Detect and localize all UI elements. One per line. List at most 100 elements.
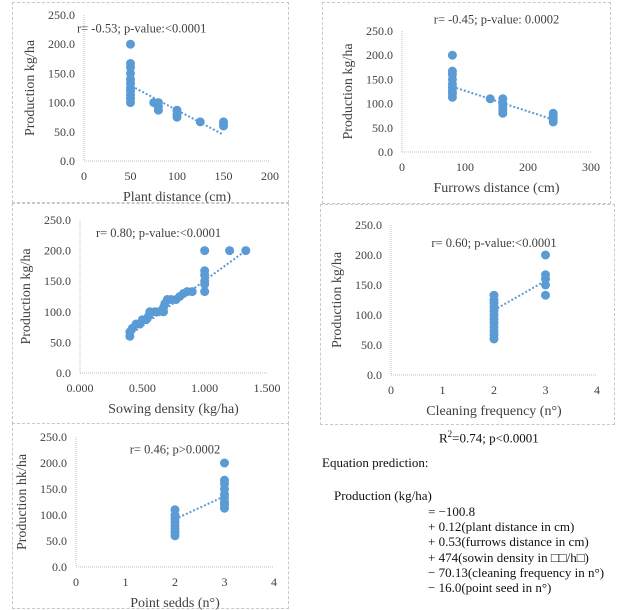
x-tick-label: 0.500	[129, 381, 156, 395]
y-tick-label: 250.0	[48, 8, 75, 22]
chart-panel-plant-distance: 0.0 50.0 100.0 150.0 200.0 250.0 0 50 100 150 200 P…	[12, 2, 289, 205]
data-point	[126, 98, 135, 108]
data-point	[187, 287, 197, 297]
y-tick-label: 50.0	[372, 121, 393, 135]
y-tick-label: 50.0	[361, 338, 382, 352]
y-tick-label: 150.0	[48, 66, 75, 80]
chart-panel-cleaning-frequency: 0.0 50.0 100.0 150.0 200.0 250.0 0 1 2 3 4 Cleaning…	[320, 204, 615, 425]
data-point	[220, 458, 229, 468]
x-tick-label: 4	[594, 383, 600, 397]
correlation-annotation: r= -0.53; p-value:<0.0001	[77, 22, 206, 36]
y-tick-label: 150.0	[40, 482, 67, 496]
data-point	[219, 121, 228, 131]
x-tick-label: 200	[519, 160, 537, 174]
scatter-point-seeds: 0.0 50.0 100.0 150.0 200.0 250.0 0 1 2 3 4 Point se…	[15, 430, 277, 610]
x-tick-label: 1.500	[254, 381, 281, 395]
correlation-annotation: r= -0.45; p-value: 0.0002	[434, 13, 559, 27]
x-tick-label: 1	[440, 383, 446, 397]
scatter-furrows-distance: 0.0 50.0 100.0 150.0 200.0 250.0 0 100 200 300 Fur…	[341, 13, 600, 196]
fit-r-superscript: 2	[447, 429, 453, 439]
y-tick-label: 0.0	[60, 154, 75, 168]
equation-heading: Equation prediction:	[322, 455, 429, 470]
correlation-annotation: r= 0.60; p-value:<0.0001	[431, 236, 556, 250]
y-tick-label: 50.0	[50, 335, 71, 349]
x-tick-label: 4	[271, 575, 277, 589]
x-tick-label: 0	[81, 169, 87, 183]
equation-term-intercept: = −100.8	[428, 504, 476, 519]
fit-r-value: =0.74; p<0.0001	[452, 430, 539, 446]
equation-lhs: Production (kg/ha)	[334, 488, 432, 503]
correlation-annotation: r= 0.46; p>0.0002	[130, 443, 221, 457]
y-axis-title: Production kg/ha	[341, 43, 356, 140]
x-axis-title: Sowing density (kg/ha)	[108, 402, 239, 417]
equation-term-plant-distance: + 0.12(plant distance in cm)	[428, 519, 575, 534]
equation-term-cleaning-frequency: − 70.13(cleaning frequency in n°)	[428, 565, 605, 580]
data-point	[447, 50, 457, 60]
data-point	[225, 246, 235, 256]
chart-panel-point-seeds: 0.0 50.0 100.0 150.0 200.0 250.0 0 1 2 3 4 Point se…	[12, 423, 289, 610]
x-tick-label: 100	[168, 169, 186, 183]
x-tick-label: 0	[388, 383, 394, 397]
equation-term-point-seed: − 16.0(point seed in n°)	[428, 580, 552, 595]
scatter-sowing-density: 0.0 50.0 100.0 150.0 200.0 250.0 0.000 0.500 1.0…	[19, 213, 281, 417]
data-point	[498, 108, 508, 118]
y-tick-label: 250.0	[40, 430, 67, 444]
fit-r-label: R	[439, 430, 448, 446]
x-axis-title: Furrows distance (cm)	[434, 181, 560, 196]
scatter-cleaning-frequency: 0.0 50.0 100.0 150.0 200.0 250.0 0 1 2 3 4 Cleaning…	[330, 218, 600, 419]
data-point	[200, 246, 210, 256]
y-tick-label: 100.0	[366, 97, 393, 111]
y-axis-title: Production kg/ha	[330, 251, 345, 348]
model-fit-stat: R2=0.74; p<0.0001	[439, 429, 539, 446]
y-axis-title: Production kg/ha	[19, 248, 34, 345]
data-point	[170, 531, 180, 541]
y-axis-title: Production kg/ha	[23, 39, 38, 136]
correlation-annotation: r= 0.80; p-value:<0.0001	[96, 226, 221, 240]
x-axis-title: Plant distance (cm)	[123, 190, 231, 205]
y-tick-label: 250.0	[355, 218, 382, 232]
data-point	[541, 250, 550, 260]
data-point	[489, 334, 499, 344]
y-tick-label: 200.0	[40, 456, 67, 470]
data-point	[195, 117, 205, 127]
data-point	[200, 266, 210, 276]
x-tick-label: 200	[261, 169, 279, 183]
y-tick-label: 0.0	[367, 368, 382, 382]
x-axis-title: Cleaning frequency (n°)	[426, 404, 562, 419]
x-tick-label: 1	[123, 575, 129, 589]
y-tick-label: 200.0	[48, 37, 75, 51]
trendline	[174, 495, 225, 521]
x-axis-title: Point sedds (n°)	[130, 596, 220, 610]
y-tick-label: 150.0	[355, 278, 382, 292]
scatter-plant-distance: 0.0 50.0 100.0 150.0 200.0 250.0 0 50 100 150 200 P…	[23, 8, 279, 205]
equation-term-furrows-distance: + 0.53(furrows distance in cm)	[428, 534, 589, 549]
x-tick-label: 2	[491, 383, 497, 397]
data-point	[220, 503, 229, 513]
data-point	[200, 287, 210, 297]
equation-terms: = −100.8 + 0.12(plant distance in cm) + …	[428, 504, 627, 604]
data-point	[541, 290, 550, 300]
data-point	[172, 112, 182, 122]
y-tick-label: 100.0	[40, 508, 67, 522]
y-tick-label: 100.0	[44, 305, 71, 319]
y-tick-label: 150.0	[366, 72, 393, 86]
x-tick-label: 0	[73, 575, 79, 589]
y-tick-label: 250.0	[366, 24, 393, 38]
x-tick-label: 150	[215, 169, 233, 183]
data-point	[153, 105, 163, 115]
data-point	[126, 39, 135, 49]
y-tick-label: 0.0	[56, 366, 71, 380]
data-point	[447, 92, 457, 102]
x-tick-label: 3	[222, 575, 228, 589]
data-point	[541, 280, 550, 290]
y-tick-label: 100.0	[355, 308, 382, 322]
y-tick-label: 200.0	[355, 248, 382, 262]
x-tick-label: 1.000	[191, 381, 218, 395]
x-tick-label: 100	[456, 160, 474, 174]
data-point	[241, 246, 251, 256]
x-tick-label: 2	[172, 575, 178, 589]
chart-panel-furrows-distance: 0.0 50.0 100.0 150.0 200.0 250.0 0 100 200 300 Fur…	[322, 2, 611, 204]
y-tick-label: 200.0	[366, 48, 393, 62]
y-tick-label: 0.0	[52, 560, 67, 574]
y-axis-title: Production hk/ha	[15, 453, 30, 550]
